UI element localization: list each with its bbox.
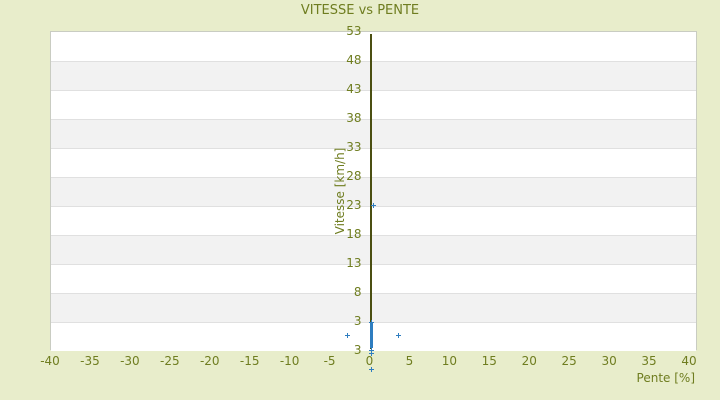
grid-band [51,177,696,206]
gridline [51,61,696,62]
grid-band [51,32,696,61]
y-tick-label: 33 [346,140,362,154]
x-tick-label: -40 [40,354,60,368]
x-tick-label: -5 [323,354,336,368]
x-tick-label: -20 [199,354,220,368]
y-tick-label: 18 [346,227,362,241]
grid-band [51,148,696,177]
grid-band [51,322,696,351]
gridline [51,90,696,91]
gridline [51,148,696,149]
data-point [369,320,375,326]
x-tick-label: -10 [279,354,300,368]
x-axis-title: Pente [%] [636,371,695,385]
data-point [345,332,351,338]
grid-band [51,264,696,293]
y-tick-label: 28 [346,169,362,183]
x-tick-label: 35 [641,354,657,368]
data-point [369,350,375,356]
y-tick-label: 23 [346,198,362,212]
data-point [370,203,376,208]
y-tick-label: 8 [353,285,362,299]
x-tick-label: 15 [481,354,497,368]
x-tick-label: -15 [239,354,260,368]
x-tick-label: -30 [120,354,140,368]
data-point [369,348,375,353]
x-tick-label: 30 [601,354,617,368]
x-tick-label: 20 [521,354,537,368]
y-tick-label: 3 [353,343,362,357]
x-tick-label: -35 [80,354,100,368]
y-tick-label: 13 [346,256,362,270]
gridline [51,293,696,294]
grid-band [51,293,696,322]
grid-band [51,119,696,148]
chart-title: VITESSE vs PENTE [300,3,420,18]
x-tick-label: 0 [365,354,374,368]
x-tick-label: 25 [561,354,577,368]
gridline [51,119,696,120]
gridline [51,264,696,265]
x-tick-label: 10 [441,354,458,368]
x-tick-label: -25 [160,354,180,368]
gridline [51,235,696,236]
data-point [396,332,402,338]
plot-area [50,31,697,351]
y-tick-label: 3 [353,314,362,328]
grid-band [51,206,696,235]
data-point-cluster [370,322,374,348]
y-tick-label: 53 [346,24,362,38]
grid-band [51,235,696,264]
gridline [51,177,696,178]
y-tick-label: 38 [346,111,362,125]
grid-band [51,90,696,119]
y-tick-label: 48 [346,53,362,67]
x-tick-label: 40 [681,354,697,368]
y-axis-line [370,34,372,349]
grid-band [51,61,696,90]
y-tick-label: 43 [346,82,362,96]
x-tick-label: 5 [405,354,414,368]
data-point [369,366,375,372]
